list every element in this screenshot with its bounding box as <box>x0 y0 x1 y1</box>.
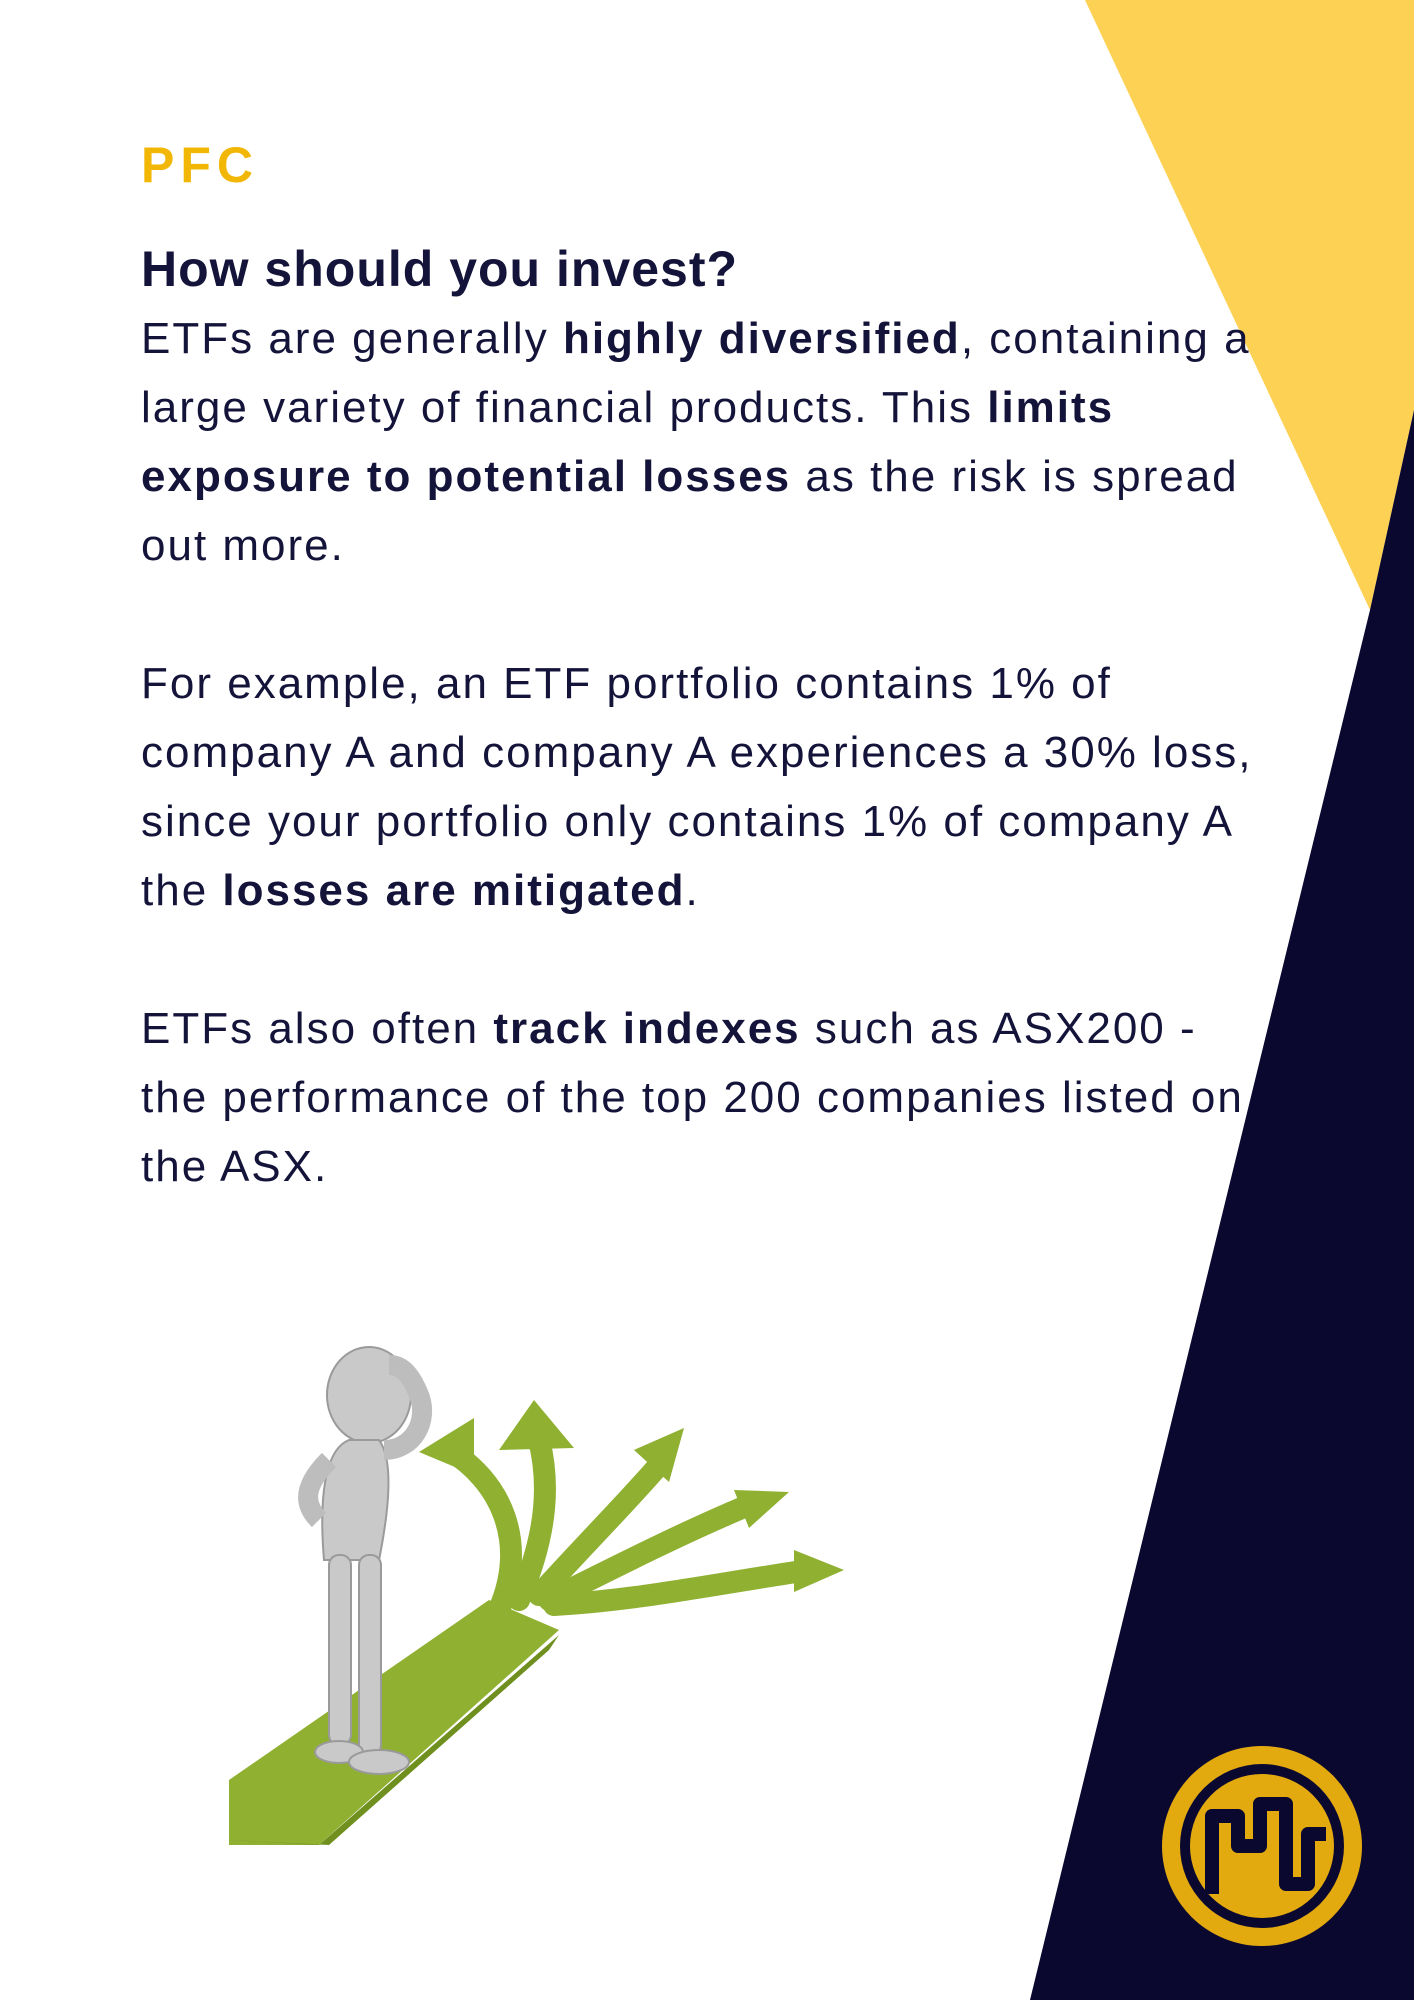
bold-phrase: track indexes <box>493 1004 801 1053</box>
pfc-logo-icon <box>1162 1746 1362 1946</box>
text-run: such as ASX200 - the performance of the … <box>141 1004 1244 1191</box>
arrow-branches <box>438 1429 820 1621</box>
page-title: How should you invest? <box>141 241 739 297</box>
text-run: , containing a large variety of financia… <box>141 314 1251 432</box>
bold-phrase: losses are mitigated <box>222 866 686 915</box>
green-path <box>229 1600 559 1845</box>
text-run: . <box>685 866 700 915</box>
paragraph-3: ETFs also often track indexes such as AS… <box>141 994 1261 1201</box>
brand-label: PFC <box>141 137 259 193</box>
crossroads-illustration <box>229 1346 844 1845</box>
text-run: as the risk is spread out more. <box>141 452 1239 570</box>
paragraph-1: ETFs are generally highly diversified, c… <box>141 304 1261 580</box>
arrow-heads <box>419 1400 844 1592</box>
text-run: ETFs are generally <box>141 314 563 363</box>
paragraph-2: For example, an ETF portfolio contains 1… <box>141 649 1261 925</box>
text-run: For example, an ETF portfolio contains 1… <box>141 659 1253 915</box>
bold-phrase: limits exposure to potential losses <box>141 383 1115 501</box>
yellow-accent-shape <box>1085 0 1414 610</box>
main-content: PFC How should you invest? ETFs are gene… <box>141 130 1261 1201</box>
text-run: ETFs also often <box>141 1004 494 1053</box>
bold-phrase: highly diversified <box>562 314 961 363</box>
thinking-person <box>298 1346 433 1775</box>
navy-accent-shape <box>1030 410 1414 2000</box>
